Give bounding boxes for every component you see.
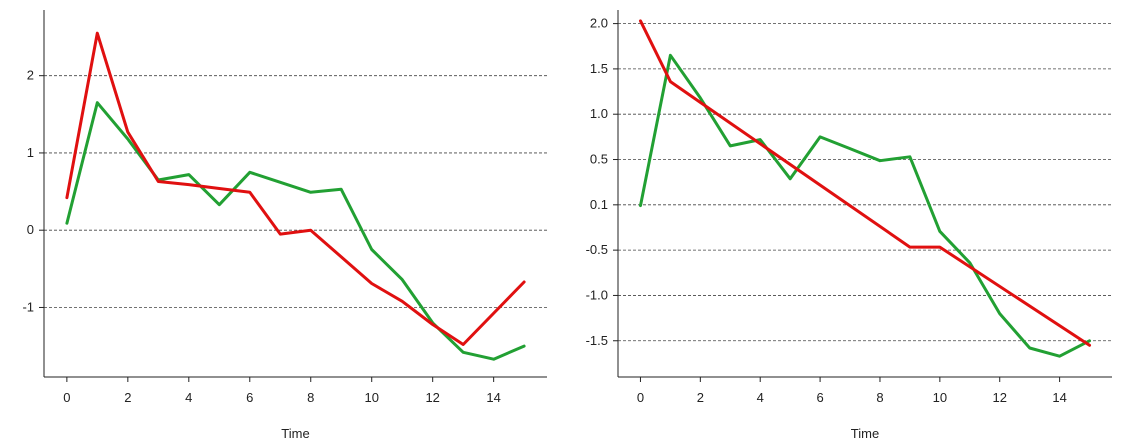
x-tick-label: 10 xyxy=(933,390,947,405)
y-tick-label: -1 xyxy=(22,299,34,314)
x-tick-label: 10 xyxy=(364,390,378,405)
x-tick-label: 2 xyxy=(124,390,131,405)
green-series-line xyxy=(639,53,1091,358)
y-tick-label: -1.5 xyxy=(586,333,608,348)
x-axis-label: Time xyxy=(851,426,879,441)
red-series-line xyxy=(639,19,1091,347)
x-tick-label: 6 xyxy=(246,390,253,405)
y-tick-label: 0.1 xyxy=(590,197,608,212)
y-tick-label: 0 xyxy=(27,222,34,237)
red-series-line xyxy=(65,31,526,346)
x-tick-label: 12 xyxy=(425,390,439,405)
x-tick-label: 14 xyxy=(486,390,500,405)
y-tick-label: 2 xyxy=(27,68,34,83)
x-tick-label: 0 xyxy=(637,390,644,405)
x-tick-label: 4 xyxy=(757,390,764,405)
y-tick-label: -1.0 xyxy=(586,287,608,302)
y-tick-label: 2.0 xyxy=(590,16,608,31)
y-tick-label: 1.5 xyxy=(590,61,608,76)
x-tick-label: 4 xyxy=(185,390,192,405)
x-tick-label: 8 xyxy=(876,390,883,405)
x-tick-label: 8 xyxy=(307,390,314,405)
x-axis-label: Time xyxy=(281,426,309,441)
y-tick-label: 1 xyxy=(27,145,34,160)
x-tick-label: 12 xyxy=(992,390,1006,405)
y-tick-label: 1.0 xyxy=(590,106,608,121)
x-tick-label: 6 xyxy=(816,390,823,405)
y-tick-label: -0.5 xyxy=(586,242,608,257)
x-tick-label: 2 xyxy=(697,390,704,405)
x-tick-label: 14 xyxy=(1052,390,1066,405)
x-tick-label: 0 xyxy=(63,390,70,405)
y-tick-label: 0.5 xyxy=(590,152,608,167)
